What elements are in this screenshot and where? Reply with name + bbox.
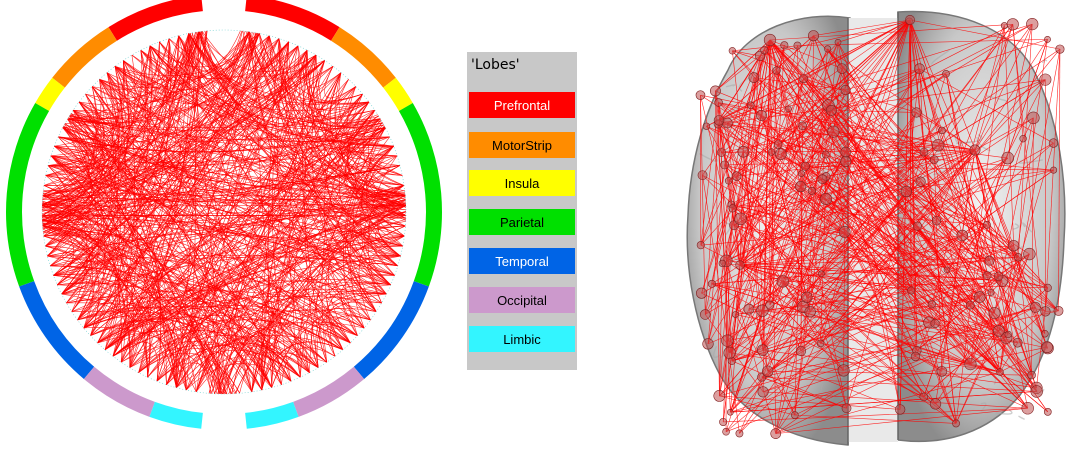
lobe-arc-right-0 [245, 0, 340, 41]
lobe-arc-left-1 [52, 27, 117, 88]
lobe-arc-right-5 [293, 366, 365, 417]
legend-item-temporal: Temporal [469, 248, 575, 274]
lobe-arc-right-4 [353, 281, 429, 379]
brain-nodes [695, 15, 1065, 439]
node-ring [41, 29, 407, 395]
lobe-arc-left-5 [83, 366, 155, 417]
legend-item-limbic: Limbic [469, 326, 575, 352]
legend-item-label: Insula [504, 175, 540, 191]
brain-edges [700, 19, 1061, 434]
legend-item-label: Prefrontal [493, 97, 551, 113]
lobe-arc-left-4 [19, 281, 95, 379]
legend-item-label: Occipital [497, 292, 547, 308]
legend-item-occipital: Occipital [469, 287, 575, 313]
brain-3d-connectivity [686, 10, 1066, 446]
lobe-arc-right-1 [331, 27, 396, 88]
legend-item-label: Limbic [503, 331, 541, 347]
lobes-legend: 'Lobes' Prefrontal MotorStrip Insula Par… [467, 52, 577, 370]
legend-item-parietal: Parietal [469, 209, 575, 235]
lobe-arc-right-2 [383, 77, 413, 111]
legend-item-label: Temporal [495, 253, 549, 269]
legend-item-label: MotorStrip [492, 137, 552, 153]
lobe-arc-left-3 [5, 103, 50, 287]
connectogram-edges [41, 30, 407, 395]
legend-item-motorstrip: MotorStrip [469, 132, 575, 158]
lobe-arc-left-0 [108, 0, 203, 41]
legend-title: 'Lobes' [471, 57, 520, 73]
legend-item-insula: Insula [469, 170, 575, 196]
lobe-arc-left-2 [35, 77, 65, 111]
legend-item-prefrontal: Prefrontal [469, 92, 575, 118]
circular-connectogram [5, 0, 442, 429]
lobe-arc-right-6 [245, 401, 299, 429]
lobe-arc-left-6 [149, 401, 203, 429]
lobe-arc-right-3 [398, 103, 442, 287]
legend-item-label: Parietal [499, 214, 545, 230]
